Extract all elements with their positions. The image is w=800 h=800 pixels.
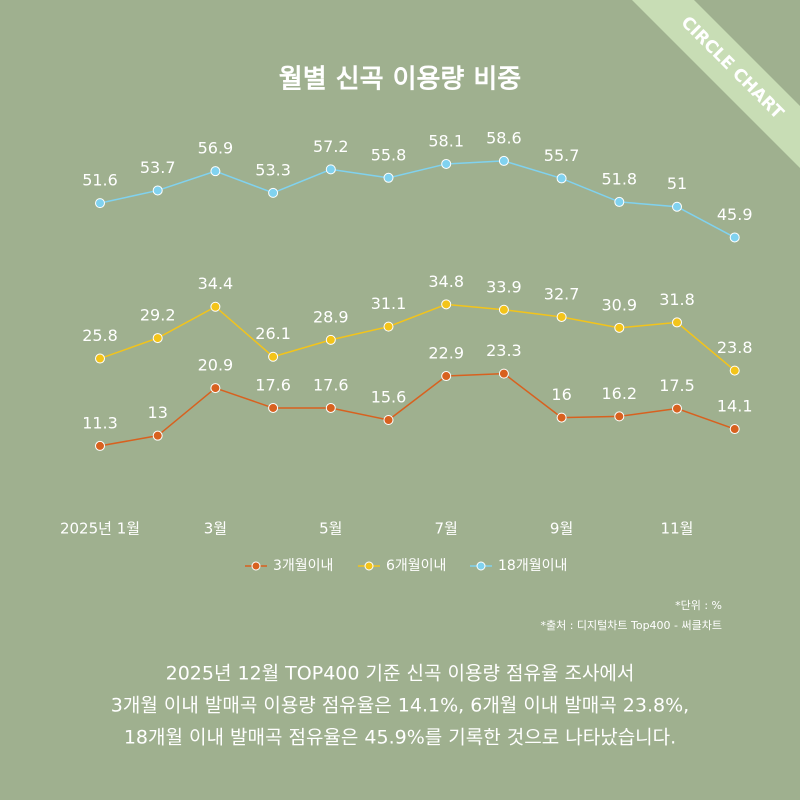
data-label: 15.6 <box>371 388 407 407</box>
point <box>729 232 740 243</box>
point <box>498 304 509 315</box>
data-label: 51 <box>667 174 687 193</box>
point <box>210 166 221 177</box>
x-tick-label: 3월 <box>204 520 227 538</box>
legend-marker <box>251 561 261 571</box>
point <box>95 353 105 364</box>
data-label: 56.9 <box>198 139 234 158</box>
point <box>383 172 394 183</box>
data-label: 45.9 <box>717 205 753 224</box>
legend-label: 18개월이내 <box>498 558 567 574</box>
data-label: 34.4 <box>198 274 234 293</box>
data-label: 55.8 <box>371 145 407 164</box>
point <box>672 201 682 212</box>
data-label: 53.7 <box>140 158 176 177</box>
point <box>441 371 452 382</box>
x-tick-label: 2025년 1월 <box>60 520 140 538</box>
data-label: 13 <box>148 403 168 422</box>
data-label: 23.8 <box>717 338 753 357</box>
data-label: 31.1 <box>371 294 407 313</box>
series-line <box>99 372 735 447</box>
data-label: 29.2 <box>140 306 176 325</box>
x-tick-label: 7월 <box>435 520 458 538</box>
point <box>268 402 279 413</box>
data-label: 58.6 <box>486 128 522 147</box>
point <box>556 311 567 322</box>
data-label: 17.6 <box>255 375 291 394</box>
footer-line: 3개월 이내 발매곡 이용량 점유율은 14.1%, 6개월 이내 발매곡 23… <box>111 695 689 717</box>
point <box>152 430 163 441</box>
point <box>325 164 336 175</box>
point <box>210 301 221 312</box>
point <box>210 383 221 394</box>
point <box>498 155 509 166</box>
point <box>152 333 163 344</box>
data-label: 16 <box>551 385 571 404</box>
note: *단위 : % <box>675 599 722 612</box>
data-label: 17.5 <box>659 376 695 395</box>
x-tick-label: 11월 <box>661 520 694 538</box>
data-label: 25.8 <box>82 326 118 345</box>
footer-line: 18개월 이내 발매곡 점유율은 45.9%를 기록한 것으로 나타났습니다. <box>124 727 676 749</box>
point <box>498 368 509 379</box>
chart-title: 월별 신곡 이용량 비중 <box>279 65 521 95</box>
data-label: 26.1 <box>255 324 291 343</box>
legend-label: 3개월이내 <box>273 558 333 574</box>
data-label: 28.9 <box>313 307 349 326</box>
point <box>441 158 452 169</box>
footer-line: 2025년 12월 TOP400 기준 신곡 이용량 점유율 조사에서 <box>166 663 635 685</box>
data-label: 51.6 <box>82 171 118 190</box>
data-label: 11.3 <box>82 413 118 432</box>
series-line <box>99 160 736 239</box>
point <box>556 173 567 184</box>
data-label: 33.9 <box>486 277 522 296</box>
point <box>729 365 740 376</box>
point <box>672 403 682 414</box>
data-label: 32.7 <box>544 284 580 303</box>
data-label: 51.8 <box>601 169 637 188</box>
point <box>556 412 567 423</box>
point <box>383 321 394 332</box>
data-label: 17.6 <box>313 375 349 394</box>
series-line <box>99 303 736 372</box>
x-tick-label: 5월 <box>319 520 342 538</box>
data-label: 58.1 <box>428 131 464 150</box>
point <box>325 402 336 413</box>
point <box>325 334 336 345</box>
data-label: 57.2 <box>313 137 349 156</box>
point <box>729 424 740 435</box>
data-label: 23.3 <box>486 341 522 360</box>
point <box>441 299 452 310</box>
point <box>383 415 394 426</box>
point <box>95 198 105 209</box>
data-label: 55.7 <box>544 146 580 165</box>
note: *출처 : 디지털차트 Top400 - 써클차트 <box>540 619 722 632</box>
data-label: 30.9 <box>601 295 637 314</box>
point <box>95 440 105 451</box>
point <box>268 187 279 198</box>
point <box>268 351 279 362</box>
point <box>614 411 625 422</box>
point <box>672 317 682 328</box>
point <box>152 185 163 196</box>
data-label: 16.2 <box>601 384 637 403</box>
data-label: 20.9 <box>198 356 234 375</box>
data-label: 14.1 <box>717 397 753 416</box>
point <box>614 196 625 207</box>
badge-ribbon <box>632 0 800 168</box>
x-tick-label: 9월 <box>550 520 573 538</box>
data-label: 31.8 <box>659 290 695 309</box>
data-label: 53.3 <box>255 160 291 179</box>
data-label: 22.9 <box>428 344 464 363</box>
legend-label: 6개월이내 <box>386 558 446 574</box>
legend-marker <box>364 561 374 571</box>
data-label: 34.8 <box>428 272 464 291</box>
point <box>614 322 625 333</box>
legend-marker <box>476 561 486 571</box>
